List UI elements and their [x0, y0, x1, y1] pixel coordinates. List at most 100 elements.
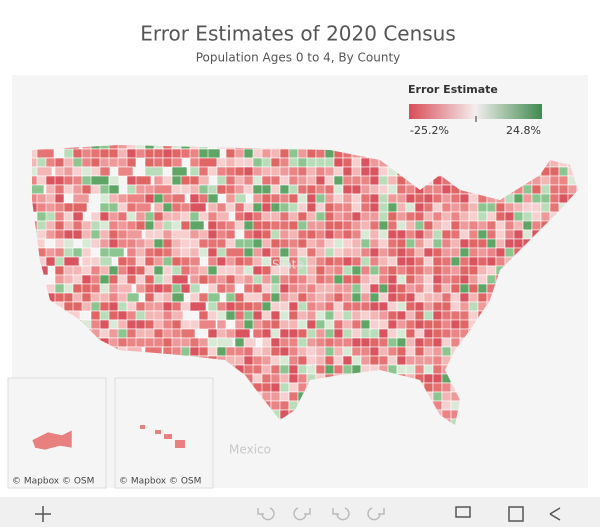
county [486, 265, 497, 276]
county [450, 211, 461, 222]
county [333, 355, 344, 366]
county [279, 292, 290, 303]
county [216, 211, 230, 222]
county [324, 175, 335, 186]
county [351, 328, 362, 339]
revert-button[interactable] [332, 507, 350, 521]
county [81, 256, 92, 267]
county [351, 337, 362, 348]
county [432, 319, 443, 330]
county [162, 175, 173, 186]
county [297, 193, 308, 204]
county [297, 328, 308, 339]
county [522, 229, 533, 240]
county [378, 193, 389, 204]
county [369, 283, 380, 294]
county [72, 193, 90, 204]
county [396, 319, 407, 330]
legend-title: Error Estimate [408, 83, 498, 96]
county [297, 337, 308, 348]
county [432, 193, 443, 204]
county [486, 202, 497, 213]
county [423, 256, 434, 267]
county [468, 283, 479, 294]
county [261, 373, 272, 384]
county [351, 265, 362, 276]
county [459, 229, 470, 240]
county [252, 256, 264, 267]
alaska-shape [31, 429, 73, 451]
county [432, 337, 443, 348]
county [153, 175, 165, 186]
county [369, 310, 380, 321]
county [396, 220, 407, 231]
county [477, 283, 488, 294]
share-button[interactable] [549, 507, 561, 521]
county [342, 355, 353, 366]
county [45, 247, 56, 258]
county [126, 274, 138, 285]
county [216, 157, 227, 168]
county [369, 328, 380, 339]
county [423, 184, 434, 195]
county [441, 283, 452, 294]
county [522, 184, 533, 195]
county [486, 247, 497, 258]
county [252, 274, 264, 285]
download-button[interactable] [455, 506, 471, 518]
county [360, 292, 371, 303]
county [198, 148, 210, 159]
county [486, 211, 497, 222]
pan-button[interactable] [35, 506, 51, 522]
county [270, 319, 281, 330]
county [225, 220, 237, 231]
county [261, 148, 272, 159]
county [288, 310, 299, 321]
county [531, 184, 542, 195]
county [288, 355, 299, 366]
county [279, 373, 290, 384]
county [126, 229, 143, 240]
county [387, 301, 398, 312]
county [189, 283, 201, 294]
county [225, 148, 236, 159]
county [387, 328, 398, 339]
county [306, 184, 317, 195]
county [531, 202, 542, 213]
county [531, 220, 542, 231]
county [405, 265, 416, 276]
county [459, 310, 470, 321]
county [387, 337, 398, 348]
county [171, 274, 189, 285]
alaska-inset [7, 377, 107, 489]
county [288, 238, 299, 249]
county [423, 211, 434, 222]
county [54, 157, 65, 168]
county [261, 328, 272, 339]
county [405, 229, 416, 240]
county [351, 274, 362, 285]
county [288, 166, 299, 177]
county [342, 184, 353, 195]
fullscreen-button[interactable] [508, 506, 524, 522]
county [423, 355, 434, 366]
county [450, 220, 461, 231]
county [450, 274, 461, 285]
county [171, 229, 191, 240]
county [432, 292, 443, 303]
redo-button[interactable] [293, 507, 311, 521]
undo-button[interactable] [257, 507, 275, 521]
county [297, 283, 308, 294]
county [144, 157, 155, 168]
county [126, 310, 138, 321]
county [333, 175, 344, 186]
refresh-button[interactable] [367, 507, 385, 521]
county [324, 247, 335, 258]
county [324, 229, 335, 240]
county [306, 211, 317, 222]
county [360, 202, 371, 213]
county [297, 346, 308, 357]
county [405, 337, 416, 348]
county [369, 238, 380, 249]
county [324, 364, 335, 375]
